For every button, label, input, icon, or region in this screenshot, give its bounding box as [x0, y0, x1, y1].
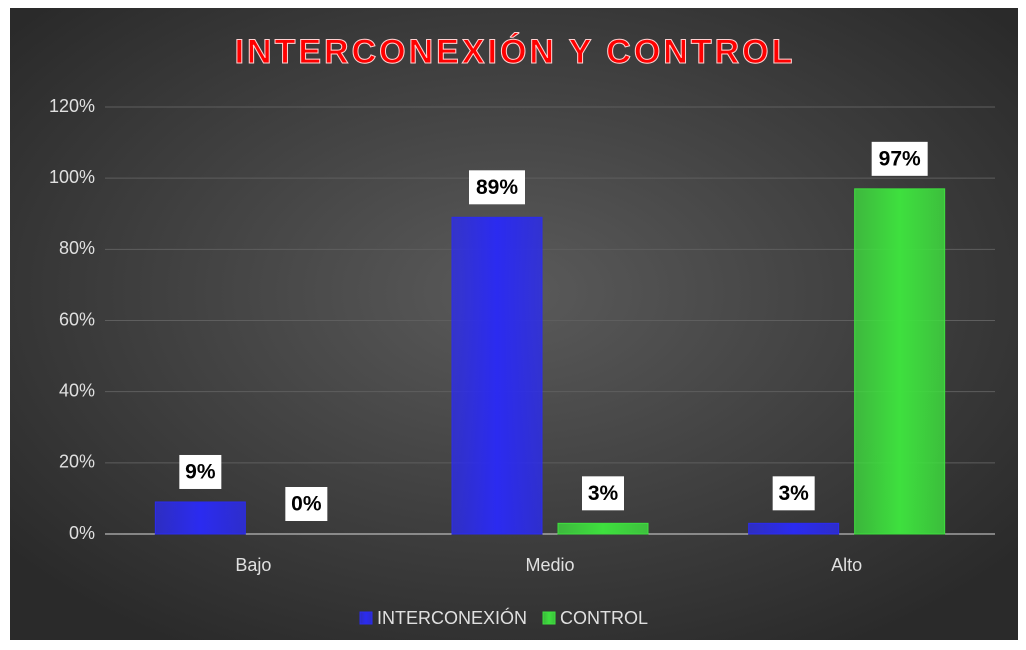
y-tick-label: 100% — [49, 167, 95, 187]
data-label-box — [871, 141, 928, 176]
data-label: 3% — [778, 482, 809, 505]
data-label: 9% — [185, 461, 216, 484]
bar — [748, 522, 840, 535]
bar — [854, 188, 946, 535]
legend-swatch — [359, 611, 373, 625]
x-tick-label: Bajo — [235, 555, 271, 575]
data-label-box — [582, 476, 624, 511]
chart-title: INTERCONEXIÓN Y CONTROL — [235, 33, 796, 71]
y-tick-label: 40% — [59, 380, 95, 400]
data-label-box — [285, 487, 328, 521]
bar — [557, 522, 649, 535]
y-tick-label: 80% — [59, 238, 95, 258]
data-label: 3% — [588, 482, 619, 505]
legend-swatch — [542, 611, 556, 625]
data-label: 97% — [879, 147, 921, 170]
legend-label: CONTROL — [560, 608, 648, 628]
y-tick-label: 120% — [49, 96, 95, 116]
y-tick-label: 20% — [59, 452, 95, 472]
bar — [451, 216, 543, 535]
y-tick-label: 0% — [69, 523, 95, 543]
legend-label: INTERCONEXIÓN — [377, 607, 527, 628]
data-label: 89% — [476, 176, 518, 199]
y-tick-label: 60% — [59, 309, 95, 329]
data-label-box — [469, 170, 525, 205]
data-label-box — [772, 476, 815, 511]
data-label: 0% — [291, 493, 322, 516]
x-tick-label: Alto — [831, 555, 862, 575]
x-tick-label: Medio — [525, 555, 574, 575]
data-label-box — [179, 454, 222, 489]
bar — [154, 501, 246, 535]
